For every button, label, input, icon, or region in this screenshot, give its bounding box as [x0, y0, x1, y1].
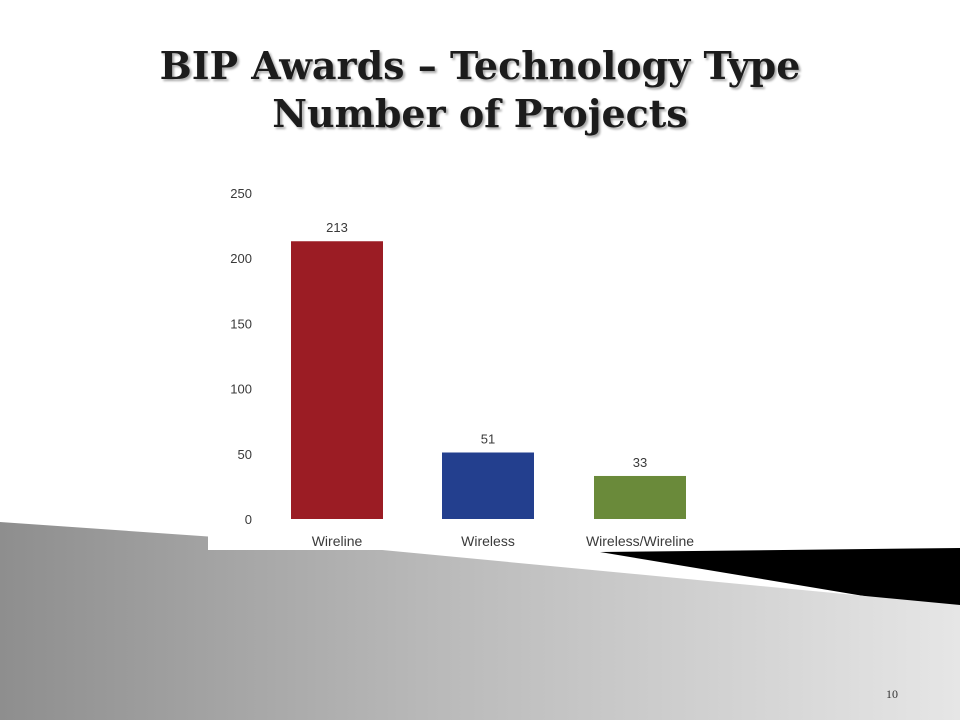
y-tick-label: 250 [230, 186, 252, 201]
x-tick-label: Wireline [312, 533, 363, 549]
y-tick-label: 100 [230, 382, 252, 397]
x-tick-label: Wireless/Wireline [586, 533, 694, 549]
bar-data-label: 213 [326, 220, 348, 235]
bar-wireline [291, 241, 383, 520]
page-number: 10 [886, 687, 898, 701]
bar-data-label: 51 [481, 431, 495, 446]
x-tick-label: Wireless [461, 533, 515, 549]
y-tick-label: 150 [230, 316, 252, 331]
bars [291, 241, 686, 520]
slide-title: BIP Awards – Technology Type Number of P… [120, 42, 840, 138]
slide-title-line-2: Number of Projects [272, 91, 688, 136]
bar-data-label: 33 [633, 455, 647, 470]
y-tick-label: 50 [238, 447, 252, 462]
bar-wireless-wireline [594, 475, 686, 519]
y-tick-label: 0 [245, 512, 252, 527]
gray-swoosh [0, 522, 960, 720]
y-tick-label: 200 [230, 251, 252, 266]
bar-wireless [442, 452, 534, 519]
dark-wedge [600, 548, 960, 612]
data-labels: 213 51 33 [326, 220, 647, 470]
y-axis: 0 50 100 150 200 250 [230, 186, 252, 527]
slide-title-line-1: BIP Awards – Technology Type [159, 43, 801, 88]
x-axis: Wireline Wireless Wireless/Wireline [312, 533, 695, 549]
